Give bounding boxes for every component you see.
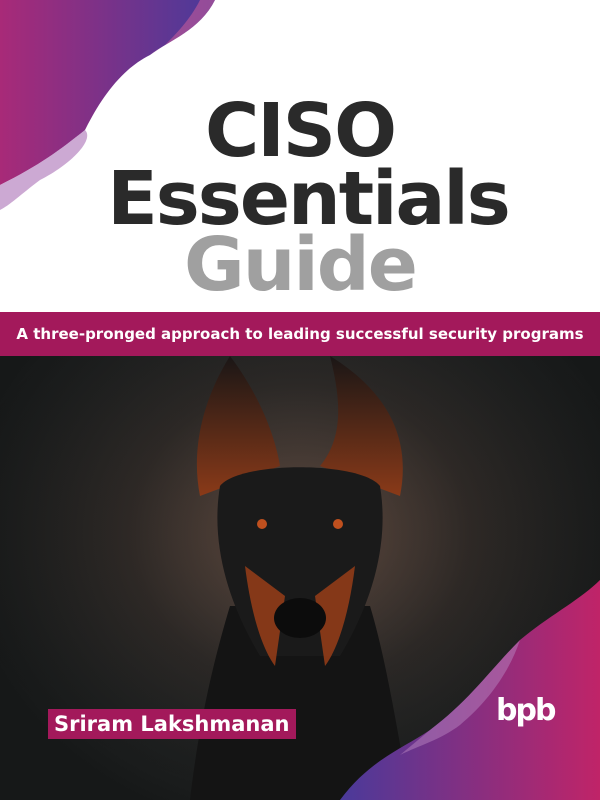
title-line-2: Essentials	[107, 156, 511, 242]
publisher-logo: bpb	[496, 693, 556, 728]
bottom-right-wave-decoration	[340, 580, 600, 800]
title-line-3: Guide	[184, 222, 418, 308]
title-line-1: CISO	[204, 88, 397, 174]
subtitle: A three-pronged approach to leading succ…	[16, 325, 584, 343]
top-left-wave-decoration	[0, 0, 215, 210]
author-name: Sriram Lakshmanan	[48, 709, 296, 739]
subtitle-band: A three-pronged approach to leading succ…	[0, 312, 600, 356]
